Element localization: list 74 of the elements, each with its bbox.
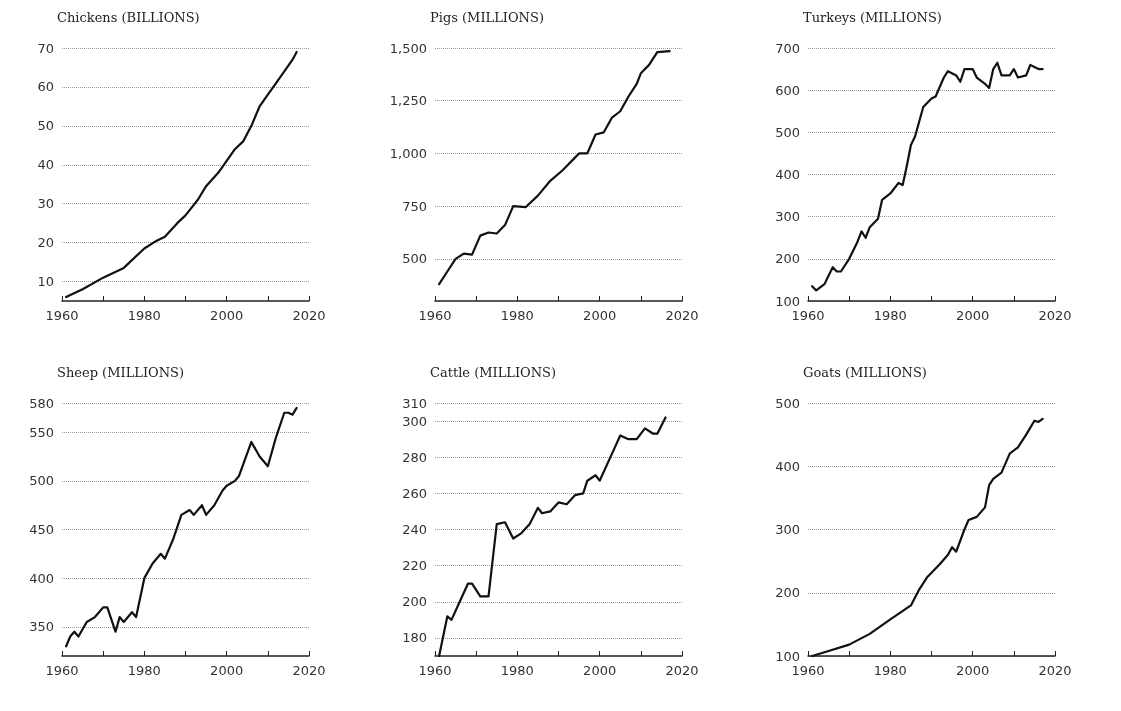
y-tick-label: 400 (775, 167, 800, 182)
line-series (438, 416, 667, 658)
x-tick-label: 2020 (292, 663, 326, 678)
y-tick-label: 400 (775, 458, 800, 474)
y-tick-label: 50 (37, 118, 54, 134)
y-tick-label: 600 (775, 82, 800, 98)
y-tick-label: 20 (37, 235, 54, 251)
x-tick-label: 1980 (500, 663, 534, 678)
y-tick-label: 200 (775, 585, 800, 601)
y-tick-label: 1,500 (389, 40, 427, 56)
x-tick-label: 1980 (873, 663, 907, 678)
x-tick-label: 2000 (956, 663, 990, 678)
x-tick-label: 1980 (127, 308, 161, 323)
x-tick-label: 1980 (127, 663, 161, 678)
line-series (65, 50, 298, 299)
x-tick-label: 2000 (210, 308, 244, 323)
y-tick-label: 260 (402, 485, 427, 501)
line-series (811, 417, 1044, 658)
x-tick-label: 2020 (665, 663, 699, 678)
line-series (811, 61, 1044, 292)
y-tick-label: 240 (402, 522, 427, 537)
x-tick-label: 1960 (791, 663, 825, 678)
y-tick-label: 10 (37, 274, 54, 290)
y-tick-label: 400 (29, 570, 54, 586)
chart-title: Goats (MILLIONS) (803, 365, 927, 380)
y-tick-label: 310 (402, 395, 427, 411)
y-tick-label: 350 (29, 619, 54, 635)
y-tick-label: 200 (402, 594, 427, 610)
x-tick-label: 2020 (292, 308, 326, 323)
x-tick-label: 2000 (210, 663, 244, 678)
y-tick-label: 30 (37, 196, 54, 212)
x-tick-label: 1960 (418, 308, 452, 323)
line-series (65, 406, 298, 648)
y-tick-label: 100 (775, 293, 800, 309)
y-tick-label: 1,000 (389, 145, 427, 161)
x-tick-label: 2020 (1038, 663, 1072, 678)
y-tick-label: 300 (775, 209, 800, 225)
x-tick-label: 2020 (665, 308, 699, 323)
x-tick-label: 2000 (956, 308, 990, 323)
y-tick-label: 580 (29, 395, 54, 411)
y-tick-label: 300 (402, 413, 427, 429)
y-tick-label: 1,250 (389, 93, 427, 109)
chart-title: Sheep (MILLIONS) (57, 365, 185, 380)
x-tick-label: 1960 (45, 663, 79, 678)
y-tick-label: 100 (775, 648, 800, 664)
x-tick-label: 1960 (45, 308, 79, 323)
chart-title: Chickens (BILLIONS) (57, 10, 200, 25)
y-tick-label: 750 (402, 198, 427, 214)
x-tick-label: 2000 (583, 308, 617, 323)
y-tick-label: 700 (775, 40, 800, 56)
y-tick-label: 40 (37, 157, 54, 173)
y-tick-label: 450 (29, 522, 54, 537)
x-tick-label: 1980 (500, 308, 534, 323)
x-tick-label: 1960 (418, 663, 452, 678)
y-tick-label: 180 (402, 630, 427, 646)
x-tick-label: 1980 (873, 308, 907, 323)
y-tick-label: 500 (402, 251, 427, 267)
y-tick-label: 500 (775, 395, 800, 411)
y-tick-label: 500 (775, 124, 800, 140)
chart-title: Pigs (MILLIONS) (430, 10, 544, 25)
line-series (438, 50, 671, 286)
y-tick-label: 550 (29, 424, 54, 440)
y-tick-label: 500 (29, 473, 54, 489)
x-tick-label: 1960 (791, 308, 825, 323)
y-tick-label: 300 (775, 522, 800, 537)
y-tick-label: 220 (402, 558, 427, 574)
chart-title: Turkeys (MILLIONS) (803, 10, 942, 25)
chart-title: Cattle (MILLIONS) (430, 365, 557, 380)
y-tick-label: 70 (37, 40, 54, 56)
y-tick-label: 60 (37, 79, 54, 95)
y-tick-label: 200 (775, 251, 800, 267)
y-tick-label: 280 (402, 449, 427, 465)
x-tick-label: 2000 (583, 663, 617, 678)
x-tick-label: 2020 (1038, 308, 1072, 323)
